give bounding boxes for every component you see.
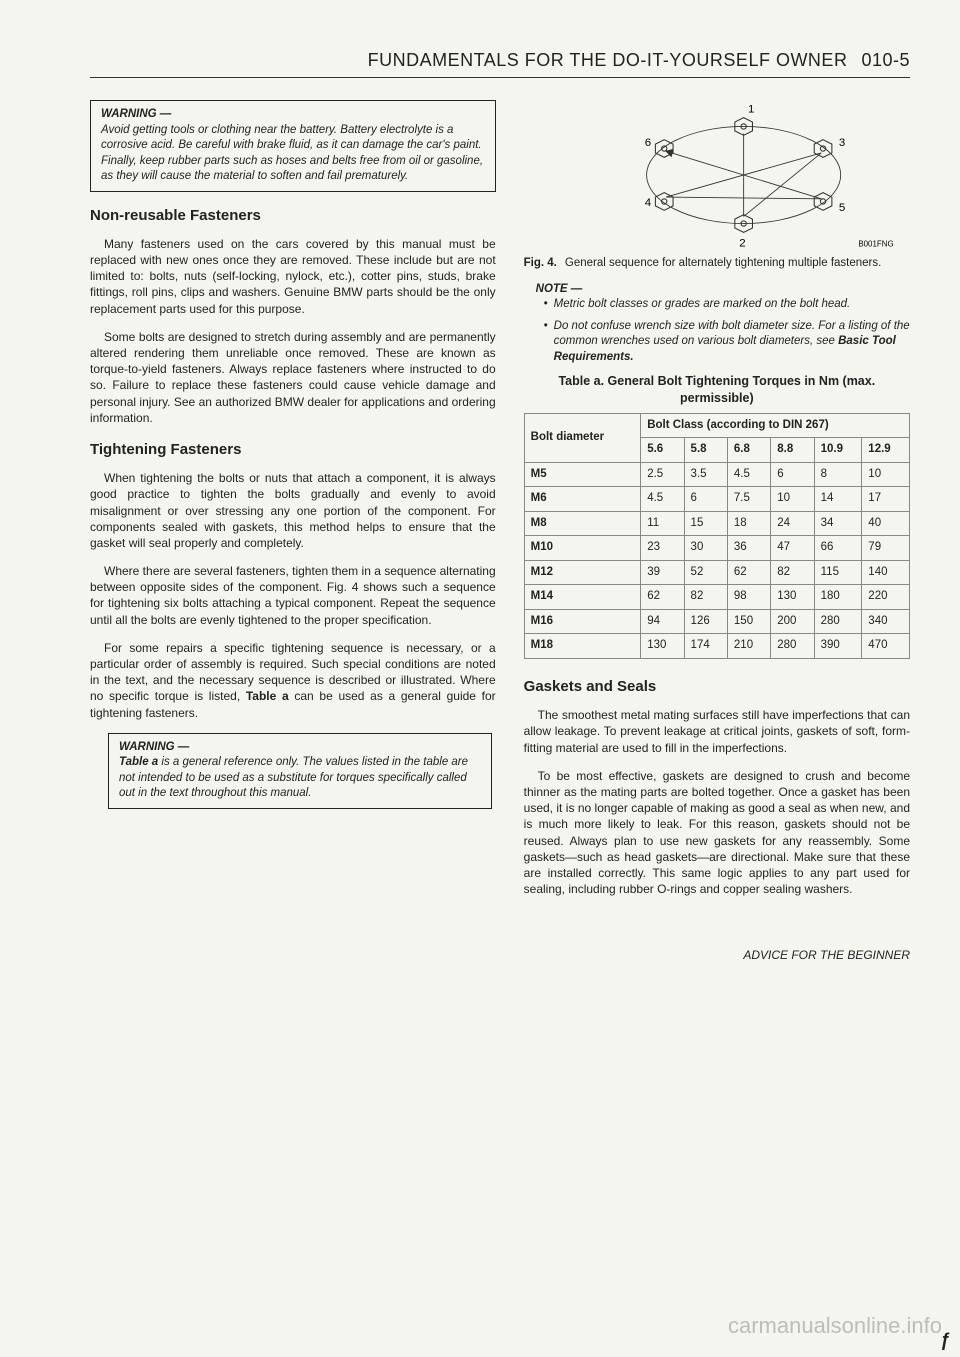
bolt-num-1: 1 — [748, 103, 754, 115]
note-label: NOTE — — [536, 282, 910, 298]
paragraph: Many fasteners used on the cars covered … — [90, 236, 496, 317]
paragraph: Some bolts are designed to stretch durin… — [90, 329, 496, 426]
columns: WARNING — Avoid getting tools or clothin… — [90, 100, 910, 964]
table-col: 5.8 — [684, 438, 727, 463]
note-block: NOTE — Metric bolt classes or grades are… — [536, 282, 910, 366]
table-row: M14628298130180220 — [524, 585, 909, 610]
warning-box-1: WARNING — Avoid getting tools or clothin… — [90, 100, 496, 192]
table-row: M10233036476679 — [524, 536, 909, 561]
figure-caption-text: General sequence for alternately tighten… — [565, 256, 881, 272]
warning-label: WARNING — — [119, 740, 481, 756]
footer-text: ADVICE FOR THE BEGINNER — [524, 947, 910, 963]
watermark: carmanualsonline.info — [728, 1313, 942, 1339]
section-gaskets: Gaskets and Seals — [524, 677, 910, 697]
bolt-num-3: 3 — [839, 137, 845, 149]
section-tightening: Tightening Fasteners — [90, 440, 496, 460]
header-title: FUNDAMENTALS FOR THE DO-IT-YOURSELF OWNE… — [368, 50, 848, 71]
paragraph-text: The smoothest metal mating surfaces stil… — [524, 708, 910, 754]
right-column: 1 2 3 4 5 6 B001FNG Fig. 4. General sequ… — [524, 100, 910, 964]
table-row: M1239526282115140 — [524, 560, 909, 585]
warning-box-2: WARNING — Table a is a general reference… — [108, 733, 492, 809]
table-ref: Table a — [119, 756, 161, 768]
table-row: M1694126150200280340 — [524, 609, 909, 634]
table-row-header: Bolt diameter — [524, 413, 641, 462]
section-nonreusable: Non-reusable Fasteners — [90, 206, 496, 226]
paragraph: The smoothest metal mating surfaces stil… — [524, 707, 910, 756]
table-row: M64.567.5101417 — [524, 487, 909, 512]
table-title: Table a. General Bolt Tightening Torques… — [524, 373, 910, 407]
page: FUNDAMENTALS FOR THE DO-IT-YOURSELF OWNE… — [0, 0, 960, 1004]
left-column: WARNING — Avoid getting tools or clothin… — [90, 100, 496, 964]
warning-body: Avoid getting tools or clothing near the… — [101, 123, 485, 185]
table-col: 6.8 — [727, 438, 770, 463]
page-header: FUNDAMENTALS FOR THE DO-IT-YOURSELF OWNE… — [90, 50, 910, 78]
torque-table: Bolt diameter Bolt Class (according to D… — [524, 413, 910, 659]
table-colgroup-header: Bolt Class (according to DIN 267) — [641, 413, 910, 438]
bolt-num-6: 6 — [644, 137, 650, 149]
warning-label: WARNING — — [101, 107, 485, 123]
table-ref: Table a — [246, 689, 289, 703]
paragraph: To be most effective, gaskets are design… — [524, 768, 910, 898]
paragraph: When tightening the bolts or nuts that a… — [90, 470, 496, 551]
page-number: 010-5 — [861, 50, 910, 71]
figure-4: 1 2 3 4 5 6 B001FNG — [524, 100, 910, 250]
table-col: 8.8 — [771, 438, 814, 463]
table-col: 5.6 — [641, 438, 684, 463]
note-item: Metric bolt classes or grades are marked… — [544, 297, 910, 313]
paragraph-text: Many fasteners used on the cars covered … — [90, 237, 496, 316]
table-col: 12.9 — [862, 438, 910, 463]
paragraph: For some repairs a specific tightening s… — [90, 640, 496, 721]
table-row: M18130174210280390470 — [524, 634, 909, 659]
table-row: M8111518243440 — [524, 511, 909, 536]
paragraph-text: Some bolts are designed to stretch durin… — [90, 330, 496, 425]
bolt-sequence-diagram: 1 2 3 4 5 6 B001FNG — [524, 100, 910, 250]
bolt-num-2: 2 — [739, 237, 745, 249]
corner-mark: ƒ — [940, 1330, 950, 1351]
bolt-num-5: 5 — [839, 202, 845, 214]
figure-caption: Fig. 4. General sequence for alternately… — [524, 256, 910, 272]
paragraph-text: To be most effective, gaskets are design… — [524, 769, 910, 896]
paragraph-text: When tightening the bolts or nuts that a… — [90, 471, 496, 550]
bolt-num-4: 4 — [644, 197, 651, 209]
figure-label: Fig. 4. — [524, 256, 557, 272]
warning-body: Table a is a general reference only. The… — [119, 755, 481, 802]
paragraph: Where there are several fasteners, tight… — [90, 563, 496, 628]
paragraph-text: Where there are several fasteners, tight… — [90, 564, 496, 627]
note-item: Do not confuse wrench size with bolt dia… — [544, 319, 910, 366]
table-col: 10.9 — [814, 438, 862, 463]
table-row: M52.53.54.56810 — [524, 462, 909, 487]
figure-ref: B001FNG — [858, 239, 893, 248]
